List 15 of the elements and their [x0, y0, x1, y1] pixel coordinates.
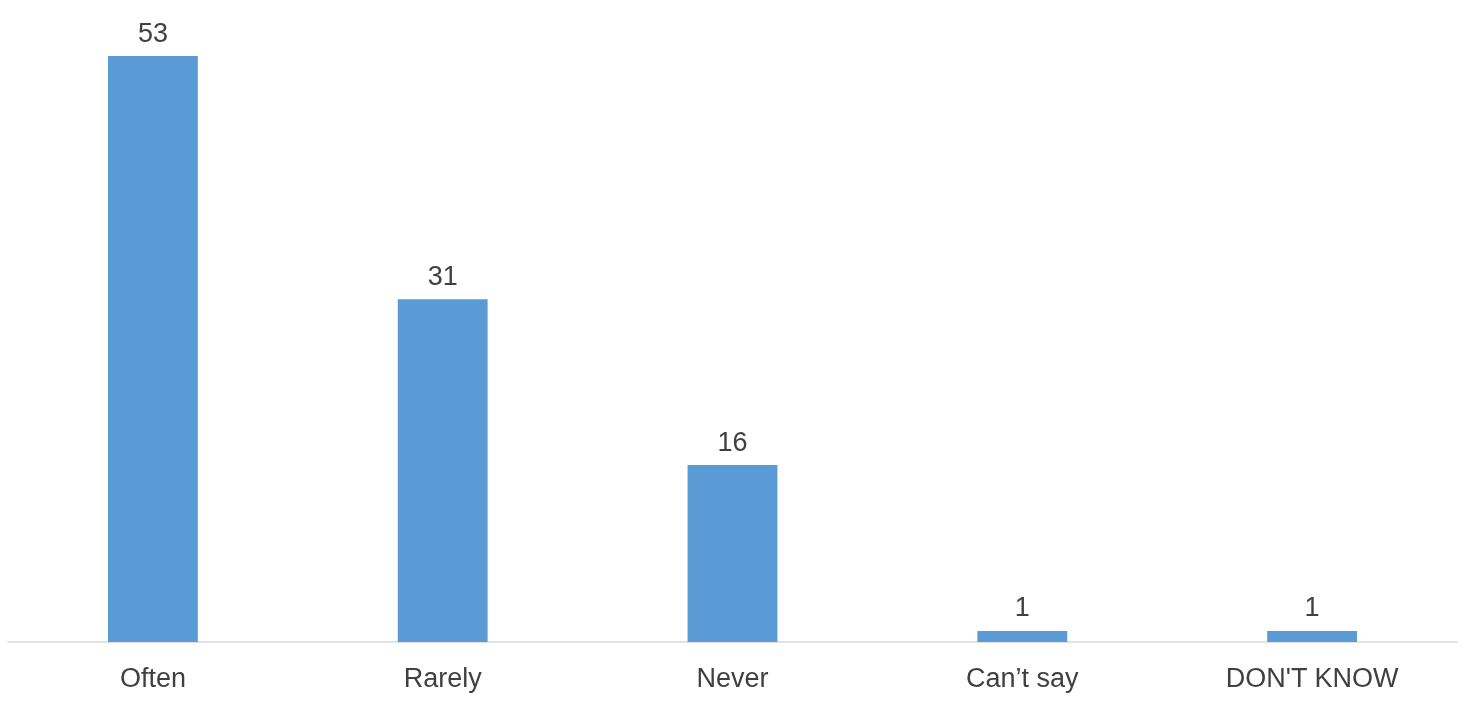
data-label: 53: [137, 17, 168, 48]
x-tick-label: Often: [119, 662, 186, 693]
data-label: 1: [1304, 592, 1320, 623]
bar: [1267, 630, 1358, 642]
data-label: 16: [717, 426, 748, 457]
x-tick-label: Rarely: [403, 662, 483, 693]
data-label: 31: [427, 260, 458, 291]
bar: [977, 630, 1068, 642]
x-tick-label: Never: [696, 662, 769, 693]
bar: [687, 465, 778, 642]
data-label: 1: [1014, 592, 1030, 623]
bar: [107, 56, 198, 642]
bar: [397, 299, 488, 642]
x-tick-label: Can’t say: [966, 662, 1080, 693]
x-tick-label: DON'T KNOW: [1225, 662, 1399, 693]
